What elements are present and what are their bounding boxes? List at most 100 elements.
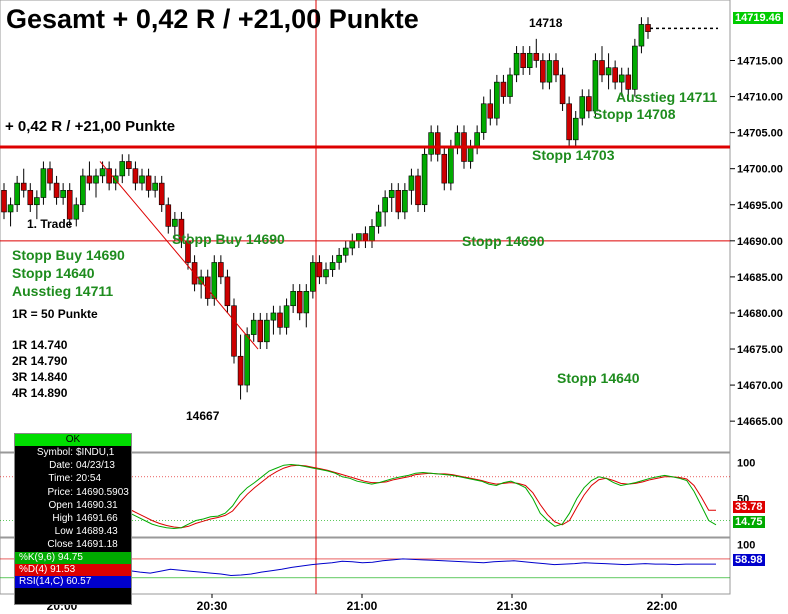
candle-body (559, 74, 566, 105)
data-window-key: Time: (48, 473, 73, 485)
candle-body (579, 96, 586, 119)
k-value-tag: 14.75 (733, 516, 765, 528)
candle-body (73, 204, 80, 220)
candle-body (139, 175, 145, 184)
annotation-r1: 1R 14.740 (12, 338, 68, 352)
data-window-key: Low (54, 526, 73, 538)
candle-body (388, 190, 395, 198)
y-tick-label: 14670.00 (737, 380, 783, 392)
candle-body (165, 204, 172, 227)
candle-body (526, 52, 533, 69)
data-window-row: Low 14689.43 (15, 525, 131, 538)
candle-body (408, 175, 415, 191)
candle-body (296, 291, 303, 314)
candle-body (244, 334, 250, 386)
candle-body (47, 168, 53, 184)
data-window[interactable]: OK Symbol: $INDU,1 Date: 04/23/13 Time: 20:54… (14, 433, 132, 605)
candle-body (533, 52, 540, 61)
data-window-key: Date: (49, 460, 73, 472)
candle-body (605, 67, 612, 76)
annotation-stopp-14690-mid: Stopp 14690 (462, 233, 545, 249)
candle-body (480, 103, 487, 133)
annotation-stopp-14703: Stopp 14703 (532, 147, 615, 163)
k-line-readout: %K(9,6) 94.75 (15, 551, 131, 564)
k-line-series (129, 463, 717, 530)
trend-line (99, 161, 259, 350)
candle-body (264, 319, 270, 343)
y-tick-label: 14690.00 (737, 236, 783, 248)
candle-body (467, 146, 474, 162)
candle-body (375, 211, 382, 227)
candle-body (612, 67, 618, 83)
candle-body (336, 254, 342, 263)
y-tick-label: 14710.00 (737, 92, 783, 104)
candle-body (152, 182, 158, 191)
candle-body (618, 74, 625, 83)
candle-body (356, 233, 362, 242)
annotation-high: 14718 (529, 16, 563, 30)
candle-body (93, 175, 99, 184)
candle-body (553, 60, 559, 76)
candle-body (204, 276, 211, 299)
candle-body (382, 197, 388, 213)
y-tick-label: 14705.00 (737, 128, 783, 140)
candle-body (507, 74, 513, 97)
data-window-value: 14689.43 (76, 526, 118, 538)
annotation-r4: 4R 14.890 (12, 386, 68, 400)
candle-body (27, 190, 34, 206)
candle-body (434, 132, 441, 155)
candle-body (632, 45, 638, 90)
candle-body (158, 182, 165, 206)
candle-body (172, 218, 178, 227)
candle-body (421, 153, 428, 206)
y-tick-label: 14700.00 (737, 164, 783, 176)
candle-body (277, 312, 283, 328)
candle-body (303, 291, 310, 314)
annotation-one-r: 1R = 50 Punkte (12, 307, 98, 321)
candle-body (283, 305, 290, 328)
annotation-low: 14667 (186, 409, 220, 423)
d-line-readout: %D(4) 91.53 (15, 563, 131, 576)
candle-body (99, 168, 106, 177)
candle-body (218, 262, 224, 278)
candle-body (60, 190, 66, 198)
candle-body (369, 226, 375, 242)
candle-body (270, 312, 277, 321)
data-window-row: Price: 14690.5903 (15, 486, 131, 499)
candle-body (645, 24, 651, 32)
data-window-row: Date: 04/23/13 (15, 459, 131, 472)
d-line-series (129, 464, 716, 529)
candle-body (66, 190, 73, 220)
x-tick-label: 21:30 (497, 599, 528, 613)
candle-body (329, 262, 336, 270)
candle-body (540, 60, 546, 83)
candle-body (494, 81, 500, 119)
annotation-ausstieg-left: Ausstieg 14711 (12, 283, 114, 299)
data-window-key: Price: (47, 486, 73, 498)
data-window-value: 14690.5903 (76, 486, 129, 498)
candle-body (1, 190, 7, 213)
annotation-stopp-buy-left: Stopp Buy 14690 (12, 247, 125, 263)
candle-body (402, 190, 408, 213)
ok-button[interactable]: OK (15, 434, 131, 446)
candle-body (224, 276, 231, 307)
candle-body (638, 24, 645, 47)
data-window-value: 14691.66 (76, 512, 118, 524)
data-window-rows: Symbol: $INDU,1 Date: 04/23/13 Time: 20:54 Pri… (15, 446, 131, 552)
x-tick-label: 20:30 (197, 599, 228, 613)
candle-body (323, 269, 329, 278)
candle-body (500, 81, 507, 97)
candle-body (145, 175, 152, 191)
candle-body (441, 153, 448, 184)
annotation-stopp-14640-right: Stopp 14640 (557, 370, 640, 386)
data-window-key: Close (47, 539, 73, 551)
y-tick-label: 14695.00 (737, 200, 783, 212)
y-tick-label: 14680.00 (737, 308, 783, 320)
candle-body (362, 233, 369, 242)
data-window-value: 20:54 (76, 473, 102, 485)
chart-title: Gesamt + 0,42 R / +21,00 Punkte (6, 4, 419, 34)
last-price-tag: 14719.46 (733, 12, 783, 24)
candle-body (237, 355, 244, 386)
